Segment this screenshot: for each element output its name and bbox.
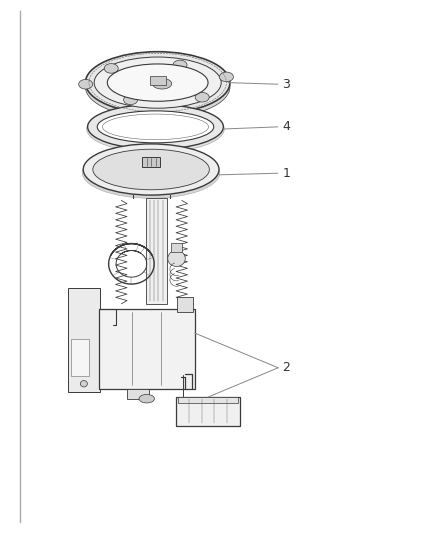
Text: 3: 3 <box>283 78 290 91</box>
Text: 2: 2 <box>283 361 290 374</box>
Ellipse shape <box>195 92 209 102</box>
Bar <box>99 309 195 389</box>
Ellipse shape <box>80 381 87 387</box>
Ellipse shape <box>79 79 93 89</box>
Ellipse shape <box>82 147 220 198</box>
Bar <box>176 397 240 426</box>
Ellipse shape <box>124 95 138 104</box>
Ellipse shape <box>102 114 208 140</box>
Ellipse shape <box>107 64 208 101</box>
Bar <box>171 243 182 252</box>
Ellipse shape <box>87 106 224 152</box>
Bar <box>142 157 160 167</box>
Ellipse shape <box>219 72 233 82</box>
Bar <box>177 397 238 403</box>
Bar <box>150 76 166 85</box>
Ellipse shape <box>94 57 221 108</box>
Ellipse shape <box>85 52 230 114</box>
Bar <box>68 288 100 392</box>
Ellipse shape <box>85 56 230 118</box>
Ellipse shape <box>83 144 219 195</box>
Bar <box>71 340 89 376</box>
Bar <box>177 297 193 312</box>
Ellipse shape <box>168 251 185 266</box>
Ellipse shape <box>139 394 155 403</box>
Ellipse shape <box>173 60 187 70</box>
Bar <box>127 389 148 399</box>
Ellipse shape <box>104 63 118 73</box>
Text: 4: 4 <box>283 120 290 133</box>
Bar <box>146 198 167 304</box>
Text: 1: 1 <box>283 167 290 180</box>
Ellipse shape <box>93 149 209 190</box>
Ellipse shape <box>152 78 172 89</box>
Ellipse shape <box>88 104 223 149</box>
Ellipse shape <box>97 111 214 143</box>
